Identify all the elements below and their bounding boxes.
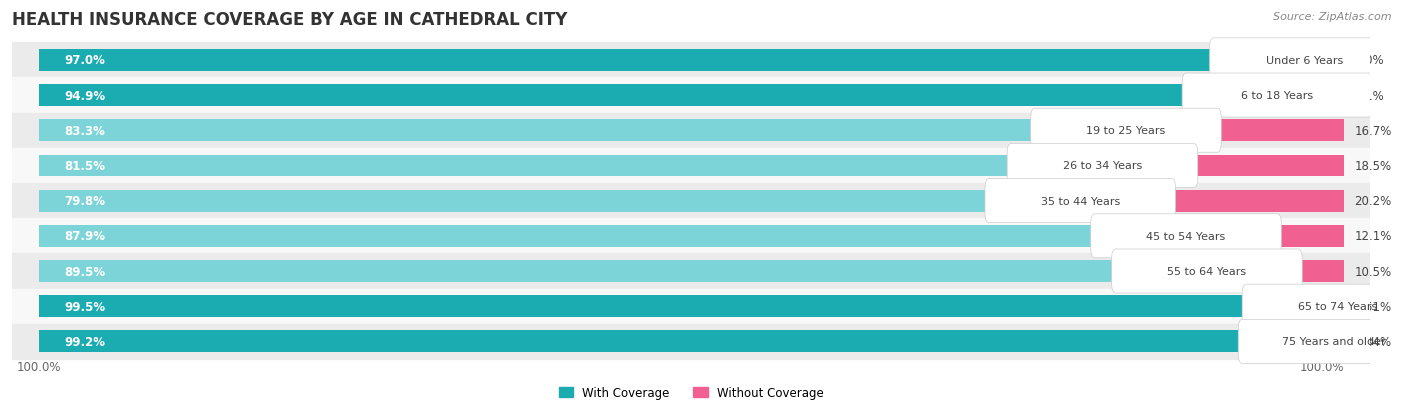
Text: 100.0%: 100.0% [1299,361,1344,373]
FancyBboxPatch shape [1182,74,1372,118]
Bar [1206,261,1344,282]
Text: 55 to 64 Years: 55 to 64 Years [1167,266,1247,276]
Bar [13,219,1369,254]
Bar [38,296,1337,317]
Text: HEALTH INSURANCE COVERAGE BY AGE IN CATHEDRAL CITY: HEALTH INSURANCE COVERAGE BY AGE IN CATH… [13,11,568,29]
Bar [13,78,1369,113]
Text: 0.84%: 0.84% [1354,335,1392,348]
Text: 75 Years and older: 75 Years and older [1282,337,1385,347]
Bar [1187,225,1344,247]
Bar [1102,155,1344,177]
Bar [1126,120,1344,142]
Text: 18.5%: 18.5% [1354,159,1392,173]
Text: 5.1%: 5.1% [1354,89,1384,102]
Text: 45 to 54 Years: 45 to 54 Years [1146,231,1226,241]
Text: 20.2%: 20.2% [1354,195,1392,208]
Text: 0.51%: 0.51% [1354,300,1392,313]
FancyBboxPatch shape [1031,109,1222,153]
Text: 94.9%: 94.9% [65,89,105,102]
Bar [13,289,1369,324]
Bar [38,155,1102,177]
Text: 6 to 18 Years: 6 to 18 Years [1241,91,1313,101]
Text: 87.9%: 87.9% [65,230,105,243]
Bar [13,184,1369,219]
Bar [1305,50,1344,71]
Bar [13,43,1369,78]
FancyBboxPatch shape [986,179,1175,223]
Bar [13,149,1369,184]
FancyBboxPatch shape [1112,249,1302,293]
Text: Under 6 Years: Under 6 Years [1267,56,1344,66]
FancyBboxPatch shape [1209,39,1400,83]
FancyBboxPatch shape [1241,285,1406,328]
Bar [38,50,1305,71]
Bar [38,331,1333,352]
Bar [38,120,1126,142]
FancyBboxPatch shape [1239,320,1406,363]
Bar [38,225,1187,247]
Bar [13,324,1369,359]
Text: 97.0%: 97.0% [65,54,105,67]
FancyBboxPatch shape [1091,214,1281,258]
Bar [1278,85,1344,107]
Text: 81.5%: 81.5% [65,159,105,173]
Text: 65 to 74 Years: 65 to 74 Years [1298,301,1376,311]
Text: 79.8%: 79.8% [65,195,105,208]
Text: 99.2%: 99.2% [65,335,105,348]
Text: 19 to 25 Years: 19 to 25 Years [1087,126,1166,136]
Text: 3.0%: 3.0% [1354,54,1384,67]
Text: 10.5%: 10.5% [1354,265,1392,278]
Bar [38,190,1080,212]
Text: 35 to 44 Years: 35 to 44 Years [1040,196,1121,206]
Text: Source: ZipAtlas.com: Source: ZipAtlas.com [1274,12,1392,22]
Bar [38,85,1278,107]
Text: 83.3%: 83.3% [65,124,105,138]
Bar [13,113,1369,149]
Text: 99.5%: 99.5% [65,300,105,313]
Bar [1080,190,1344,212]
Bar [1333,331,1344,352]
Text: 12.1%: 12.1% [1354,230,1392,243]
Text: 16.7%: 16.7% [1354,124,1392,138]
Bar [1337,296,1344,317]
Bar [13,254,1369,289]
Text: 100.0%: 100.0% [17,361,60,373]
Legend: With Coverage, Without Coverage: With Coverage, Without Coverage [554,381,828,404]
FancyBboxPatch shape [1007,144,1198,188]
Text: 89.5%: 89.5% [65,265,105,278]
Text: 26 to 34 Years: 26 to 34 Years [1063,161,1142,171]
Bar [38,261,1206,282]
